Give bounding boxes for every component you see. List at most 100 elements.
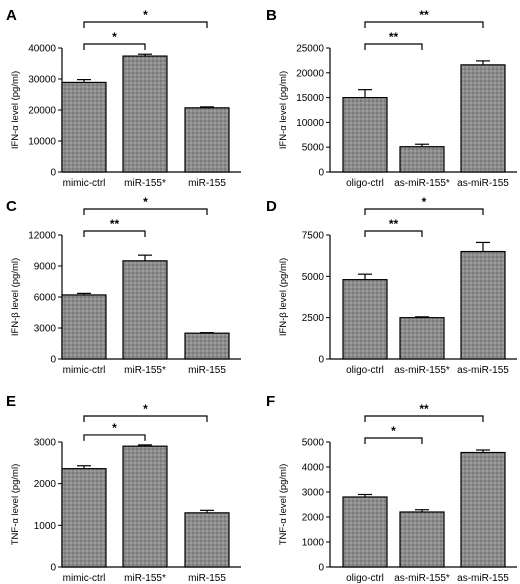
panel-letter: D (266, 198, 277, 215)
x-tick-label: mimic-ctrl (63, 178, 106, 189)
significance-label: ** (419, 8, 429, 22)
y-tick-label: 25000 (296, 44, 324, 55)
significance-bracket (364, 415, 484, 422)
panel-letter: B (266, 7, 277, 24)
x-tick-label: miR-155 (188, 573, 226, 584)
y-tick-label: 2000 (302, 513, 325, 524)
y-tick-label: 12000 (28, 231, 56, 242)
chart-panel-e: E TNF-α level (pg/ml) 0 1000 2000 3000 mimic-c… (6, 393, 241, 584)
chart-panel-a: A IFN-α level (pg/ml) 0 10000 20000 30000 4000… (6, 7, 241, 189)
y-tick-label: 3000 (34, 438, 57, 449)
y-tick-label: 4000 (302, 463, 325, 474)
significance-bracket (83, 43, 146, 50)
bar (460, 250, 506, 360)
bar (342, 496, 388, 568)
panel-letter: E (6, 393, 16, 410)
chart-panel-c: C IFN-β level (pg/ml) 0 3000 6000 9000 12000 mi… (6, 195, 241, 376)
y-tick-label: 40000 (28, 44, 56, 55)
significance-bracket (364, 21, 484, 28)
significance-label: * (143, 8, 148, 22)
panel-letter: F (266, 393, 275, 410)
significance-bracket (83, 21, 208, 28)
y-tick-label: 3000 (302, 488, 325, 499)
x-tick-label: miR-155* (124, 178, 166, 189)
y-tick-label: 6000 (34, 293, 57, 304)
significance-bracket (364, 43, 423, 50)
significance-label: ** (110, 217, 120, 231)
x-tick-label: miR-155* (124, 573, 166, 584)
y-tick-label: 1000 (302, 538, 325, 549)
x-tick-label: oligo-ctrl (346, 365, 384, 376)
x-tick-label: oligo-ctrl (346, 178, 384, 189)
x-tick-label: as-miR-155 (457, 573, 509, 584)
bar (184, 332, 230, 360)
y-tick-label: 20000 (296, 68, 324, 79)
significance-label: * (391, 424, 396, 438)
chart-panel-d: D IFN-β level (pg/ml) 0 2500 5000 7500 oligo-c… (266, 195, 517, 376)
y-tick-label: 0 (318, 563, 324, 574)
chart-panel-b: B IFN-α level (pg/ml) 0 5000 10000 15000 20000… (266, 7, 517, 189)
x-tick-label: as-miR-155 (457, 178, 509, 189)
y-tick-label: 1000 (34, 521, 57, 532)
y-tick-label: 15000 (296, 93, 324, 104)
y-axis-label: IFN-β level (pg/ml) (10, 258, 21, 336)
bar (460, 451, 506, 568)
y-tick-label: 3000 (34, 324, 57, 335)
x-tick-label: oligo-ctrl (346, 573, 384, 584)
significance-label: * (112, 421, 117, 435)
y-tick-label: 10000 (28, 137, 56, 148)
y-tick-label: 2000 (34, 479, 57, 490)
significance-bracket (83, 434, 146, 441)
y-tick-label: 20000 (28, 106, 56, 117)
bar (184, 512, 230, 568)
bar (184, 107, 230, 173)
bar (122, 445, 168, 568)
y-tick-label: 0 (318, 168, 324, 179)
chart-panel-f: F TNF-α level (pg/ml) 0 1000 2000 3000 4000 500… (266, 393, 517, 584)
x-tick-label: as-miR-155* (394, 573, 450, 584)
x-tick-label: as-miR-155 (457, 365, 509, 376)
significance-bracket (83, 208, 208, 215)
bar (61, 294, 107, 360)
y-tick-label: 10000 (296, 118, 324, 129)
significance-label: * (112, 30, 117, 44)
y-tick-label: 9000 (34, 262, 57, 273)
significance-label: * (422, 195, 427, 209)
x-tick-label: mimic-ctrl (63, 365, 106, 376)
x-tick-label: miR-155 (188, 178, 226, 189)
y-tick-label: 2500 (302, 313, 325, 324)
y-tick-label: 5000 (302, 438, 325, 449)
y-axis-label: IFN-α level (pg/ml) (10, 71, 21, 149)
significance-label: ** (389, 217, 399, 231)
significance-bracket (83, 230, 146, 237)
panel-letter: C (6, 198, 17, 215)
y-tick-label: 5000 (302, 143, 325, 154)
y-tick-label: 0 (50, 355, 56, 366)
bar (122, 260, 168, 360)
significance-bracket (364, 208, 484, 215)
bar (399, 511, 445, 568)
bar (460, 64, 506, 173)
y-tick-label: 0 (50, 563, 56, 574)
bar (399, 317, 445, 360)
y-tick-label: 7500 (302, 231, 325, 242)
x-tick-label: miR-155 (188, 365, 226, 376)
significance-label: * (143, 195, 148, 209)
y-tick-label: 0 (50, 168, 56, 179)
y-axis-label: IFN-β level (pg/ml) (278, 258, 289, 336)
y-tick-label: 30000 (28, 75, 56, 86)
panel-letter: A (6, 7, 17, 24)
bar (61, 468, 107, 568)
significance-label: ** (419, 402, 429, 416)
bar (342, 279, 388, 360)
bar (61, 81, 107, 173)
y-tick-label: 0 (318, 355, 324, 366)
significance-label: * (143, 402, 148, 416)
significance-bracket (364, 437, 423, 444)
significance-label: ** (389, 30, 399, 44)
y-axis-label: TNF-α level (pg/ml) (278, 464, 289, 546)
x-tick-label: miR-155* (124, 365, 166, 376)
bar (342, 96, 388, 173)
y-axis-label: IFN-α level (pg/ml) (278, 71, 289, 149)
